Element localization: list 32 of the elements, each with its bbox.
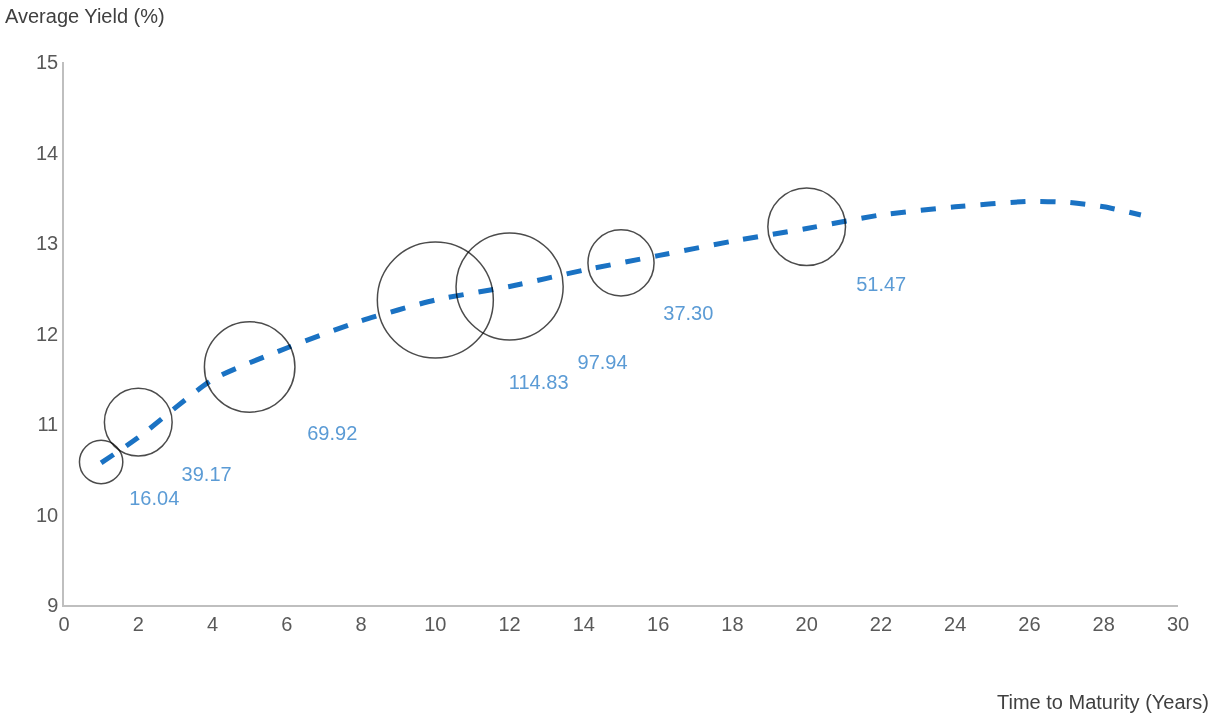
x-tick-label: 22 — [869, 612, 893, 635]
data-label: 39.17 — [181, 462, 232, 485]
y-tick-label: 11 — [37, 413, 59, 435]
data-label: 69.92 — [307, 421, 358, 444]
data-label: 97.94 — [577, 351, 628, 374]
x-tick-label: 28 — [1092, 612, 1115, 635]
data-label: 114.83 — [508, 370, 569, 393]
data-label: 51.47 — [856, 273, 907, 296]
x-tick-label: 12 — [498, 612, 521, 635]
x-tick-label: 26 — [1018, 612, 1041, 635]
x-tick-label: 4 — [206, 612, 219, 635]
y-tick-label: 9 — [47, 594, 59, 616]
y-tick-label: 10 — [36, 503, 59, 526]
x-tick-label: 20 — [795, 612, 818, 635]
x-tick-label: 0 — [58, 612, 70, 635]
data-label: 37.30 — [663, 302, 714, 325]
data-label: 16.04 — [129, 487, 180, 510]
y-tick-label: 12 — [36, 322, 59, 345]
y-tick-label: 15 — [36, 51, 59, 73]
y-tick-label: 14 — [36, 141, 59, 164]
y-axis-title: Average Yield (%) — [5, 5, 165, 27]
y-tick-label: 13 — [36, 232, 59, 254]
x-tick-label: 24 — [944, 612, 967, 635]
x-tick-label: 14 — [572, 612, 595, 635]
x-tick-label: 30 — [1166, 612, 1190, 635]
x-tick-label: 16 — [647, 612, 670, 635]
x-axis-title: Time to Maturity (Years) — [997, 691, 1209, 713]
x-tick-label: 6 — [281, 612, 293, 635]
x-tick-label: 8 — [355, 612, 367, 635]
x-tick-label: 18 — [721, 612, 744, 635]
x-tick-label: 10 — [424, 612, 447, 635]
x-tick-label: 2 — [132, 612, 144, 635]
